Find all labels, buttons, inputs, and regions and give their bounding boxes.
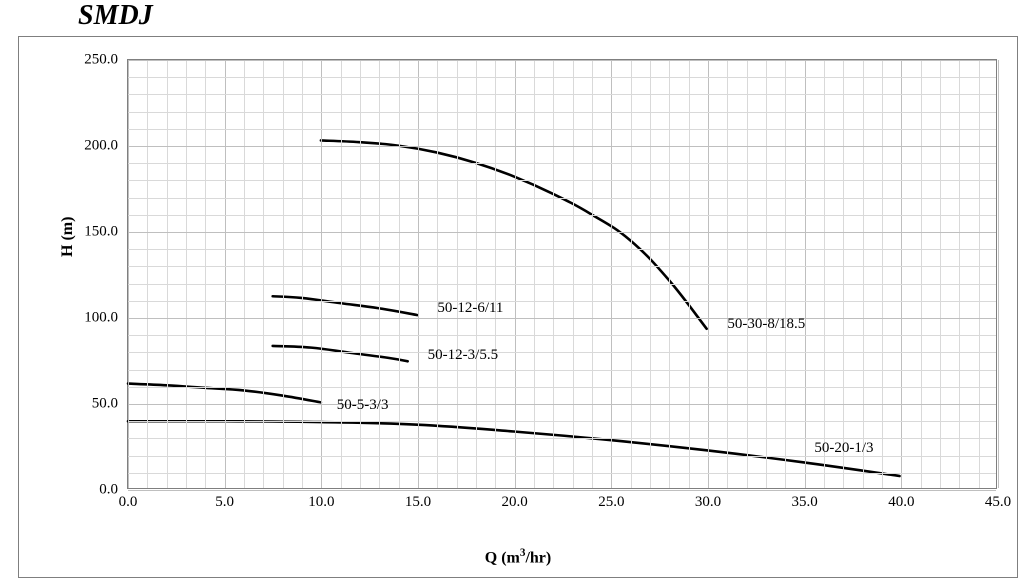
grid-major-v bbox=[225, 60, 226, 488]
x-tick-label: 35.0 bbox=[792, 494, 818, 511]
grid-major-h bbox=[128, 490, 996, 491]
grid-minor-v bbox=[341, 60, 342, 488]
series-label: 50-20-1/3 bbox=[814, 440, 873, 457]
grid-minor-v bbox=[205, 60, 206, 488]
grid-minor-v bbox=[921, 60, 922, 488]
grid-minor-h bbox=[128, 249, 996, 250]
grid-minor-v bbox=[843, 60, 844, 488]
grid-minor-v bbox=[302, 60, 303, 488]
y-tick-label: 50.0 bbox=[92, 396, 118, 413]
grid-major-h bbox=[128, 404, 996, 405]
grid-minor-v bbox=[457, 60, 458, 488]
grid-minor-v bbox=[553, 60, 554, 488]
grid-minor-v bbox=[863, 60, 864, 488]
grid-major-v bbox=[901, 60, 902, 488]
grid-minor-v bbox=[669, 60, 670, 488]
grid-minor-v bbox=[186, 60, 187, 488]
x-tick-label: 10.0 bbox=[308, 494, 334, 511]
grid-minor-h bbox=[128, 301, 996, 302]
grid-minor-v bbox=[785, 60, 786, 488]
grid-minor-v bbox=[437, 60, 438, 488]
y-tick-label: 100.0 bbox=[84, 310, 118, 327]
grid-minor-v bbox=[495, 60, 496, 488]
curves-svg bbox=[128, 60, 996, 488]
page: SMDJ H (m) Q (m3/hr) 0.050.0100.0150.020… bbox=[0, 0, 1034, 588]
grid-minor-v bbox=[283, 60, 284, 488]
grid-major-v bbox=[708, 60, 709, 488]
grid-minor-h bbox=[128, 129, 996, 130]
grid-minor-v bbox=[573, 60, 574, 488]
grid-minor-h bbox=[128, 284, 996, 285]
grid-minor-h bbox=[128, 215, 996, 216]
grid-major-v bbox=[998, 60, 999, 488]
grid-minor-h bbox=[128, 112, 996, 113]
grid-minor-h bbox=[128, 266, 996, 267]
series-label: 50-12-6/11 bbox=[437, 300, 503, 317]
grid-minor-v bbox=[476, 60, 477, 488]
grid-minor-v bbox=[882, 60, 883, 488]
x-axis-label: Q (m3/hr) bbox=[19, 547, 1017, 567]
x-tick-label: 45.0 bbox=[985, 494, 1011, 511]
grid-minor-h bbox=[128, 370, 996, 371]
series-label: 50-5-3/3 bbox=[337, 397, 389, 414]
x-tick-label: 25.0 bbox=[598, 494, 624, 511]
grid-minor-h bbox=[128, 421, 996, 422]
grid-major-v bbox=[515, 60, 516, 488]
grid-major-h bbox=[128, 60, 996, 61]
grid-minor-h bbox=[128, 198, 996, 199]
y-tick-label: 250.0 bbox=[84, 52, 118, 69]
series-curve bbox=[273, 296, 418, 315]
series-label: 50-30-8/18.5 bbox=[727, 316, 805, 333]
grid-minor-h bbox=[128, 163, 996, 164]
grid-minor-v bbox=[360, 60, 361, 488]
grid-major-h bbox=[128, 318, 996, 319]
grid-minor-v bbox=[824, 60, 825, 488]
grid-minor-v bbox=[631, 60, 632, 488]
grid-minor-v bbox=[379, 60, 380, 488]
grid-minor-v bbox=[592, 60, 593, 488]
grid-major-v bbox=[611, 60, 612, 488]
grid-major-v bbox=[418, 60, 419, 488]
grid-minor-v bbox=[940, 60, 941, 488]
chart-title: SMDJ bbox=[78, 0, 153, 32]
grid-minor-h bbox=[128, 77, 996, 78]
grid-major-v bbox=[321, 60, 322, 488]
x-tick-label: 0.0 bbox=[119, 494, 138, 511]
grid-minor-v bbox=[534, 60, 535, 488]
grid-major-v bbox=[805, 60, 806, 488]
series-label: 50-12-3/5.5 bbox=[428, 347, 498, 364]
x-tick-label: 5.0 bbox=[215, 494, 234, 511]
grid-minor-v bbox=[650, 60, 651, 488]
x-tick-label: 15.0 bbox=[405, 494, 431, 511]
x-tick-label: 40.0 bbox=[888, 494, 914, 511]
chart-container: H (m) Q (m3/hr) 0.050.0100.0150.0200.025… bbox=[18, 36, 1018, 578]
x-tick-label: 20.0 bbox=[502, 494, 528, 511]
grid-minor-v bbox=[399, 60, 400, 488]
grid-minor-h bbox=[128, 94, 996, 95]
grid-major-v bbox=[128, 60, 129, 488]
grid-minor-h bbox=[128, 473, 996, 474]
grid-minor-v bbox=[766, 60, 767, 488]
grid-major-h bbox=[128, 232, 996, 233]
grid-minor-h bbox=[128, 335, 996, 336]
grid-minor-v bbox=[167, 60, 168, 488]
y-tick-label: 200.0 bbox=[84, 138, 118, 155]
grid-minor-v bbox=[147, 60, 148, 488]
grid-minor-v bbox=[747, 60, 748, 488]
grid-minor-v bbox=[689, 60, 690, 488]
grid-major-h bbox=[128, 146, 996, 147]
y-tick-label: 0.0 bbox=[99, 482, 118, 499]
grid-minor-h bbox=[128, 352, 996, 353]
y-axis-label: H (m) bbox=[59, 217, 77, 257]
grid-minor-v bbox=[263, 60, 264, 488]
grid-minor-h bbox=[128, 387, 996, 388]
y-tick-label: 150.0 bbox=[84, 224, 118, 241]
plot-area: 0.050.0100.0150.0200.0250.00.05.010.015.… bbox=[127, 59, 997, 489]
grid-minor-v bbox=[979, 60, 980, 488]
grid-minor-v bbox=[959, 60, 960, 488]
grid-minor-v bbox=[244, 60, 245, 488]
x-tick-label: 30.0 bbox=[695, 494, 721, 511]
grid-minor-h bbox=[128, 180, 996, 181]
grid-minor-v bbox=[727, 60, 728, 488]
